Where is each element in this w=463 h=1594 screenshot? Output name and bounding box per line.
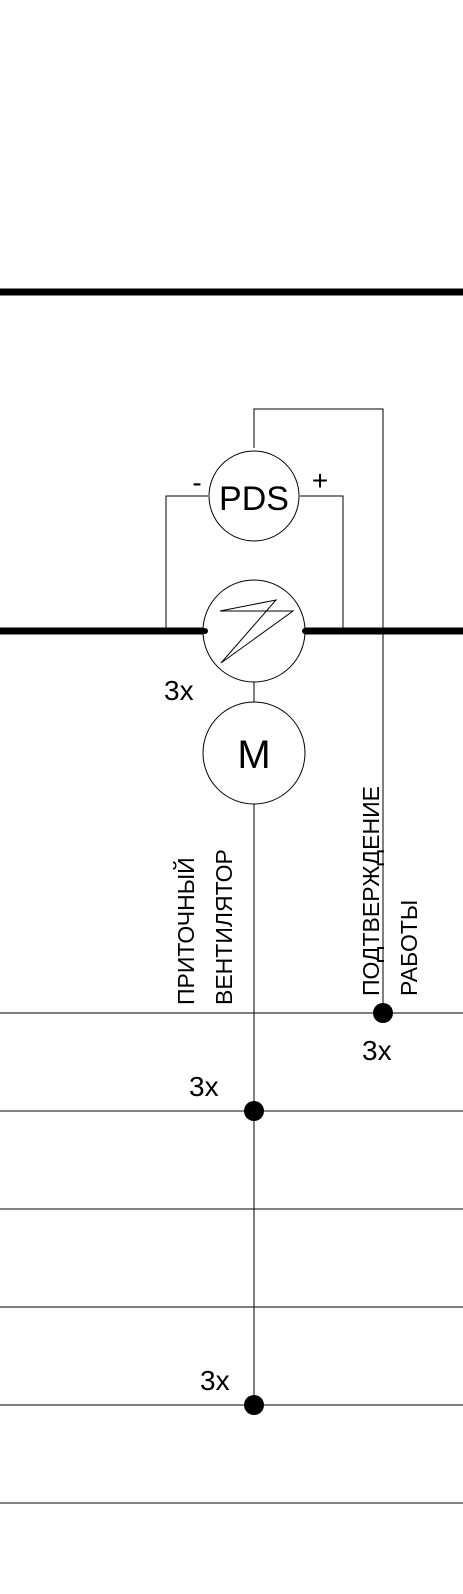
pds-sensor <box>208 450 300 542</box>
fan-connection-dot-bus5 <box>244 1395 264 1415</box>
pds-minus-label: - <box>192 467 201 498</box>
pds-plus-tube <box>300 495 344 631</box>
fan-label-line1: ПРИТОЧНЫЙ <box>172 857 199 1005</box>
bus2-qty-label: 3x <box>189 1071 219 1102</box>
confirm-label-line2: РАБОТЫ <box>396 900 422 996</box>
confirm-connection-dot <box>373 1003 393 1023</box>
fan-connection-dot-bus2 <box>244 1101 264 1121</box>
fan-damper-glyph <box>219 599 295 664</box>
pds-minus-tube <box>165 495 208 631</box>
confirm-qty-label: 3x <box>362 1035 392 1066</box>
duct-joint-left <box>202 628 208 634</box>
fan-label: ПРИТОЧНЫЙ ВЕНТИЛЯТОР <box>172 849 237 1005</box>
bus5-qty-label: 3x <box>200 1365 230 1396</box>
confirm-label-line1: ПОДТВЕРЖДЕНИЕ <box>358 786 384 996</box>
damper-qty-label: 3x <box>164 675 194 706</box>
duct-joint-right <box>302 628 308 634</box>
motor-label: M <box>237 733 270 777</box>
pds-label: PDS <box>219 480 289 518</box>
fan-damper-symbol <box>202 579 306 683</box>
fan-label-line2: ВЕНТИЛЯТОР <box>211 849 237 1005</box>
confirm-wire <box>253 408 384 1012</box>
pds-plus-label: + <box>312 465 328 496</box>
confirm-label: ПОДТВЕРЖДЕНИЕ РАБОТЫ <box>358 786 422 996</box>
